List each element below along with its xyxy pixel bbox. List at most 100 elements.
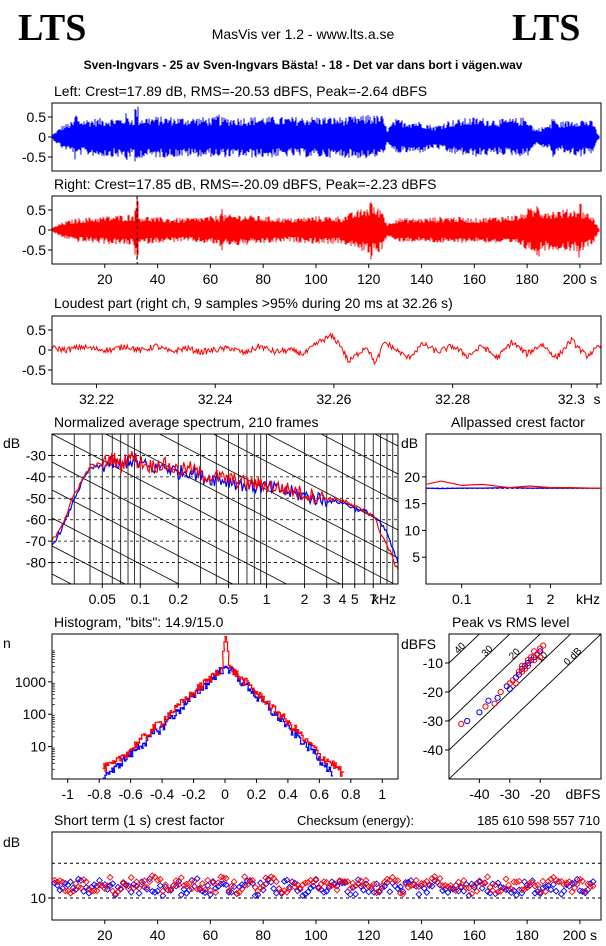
chart-title: Peak vs RMS level bbox=[452, 614, 569, 630]
x-tick-label: 0.2 bbox=[247, 786, 267, 802]
y-axis-label: dBFS bbox=[401, 636, 436, 652]
right-crest-point bbox=[312, 875, 320, 883]
crest-diagonal bbox=[449, 634, 511, 693]
slope-gridline bbox=[52, 517, 180, 584]
right-crest-point bbox=[198, 880, 206, 888]
left-crest-point bbox=[159, 892, 167, 900]
y-tick-label: -30 bbox=[423, 713, 443, 729]
chart-title: Short term (1 s) crest factor bbox=[54, 812, 225, 828]
left-crest-point bbox=[304, 888, 312, 896]
x-tick-label: 120 bbox=[357, 927, 381, 943]
right-histogram-line bbox=[102, 636, 345, 777]
right-crest-point bbox=[444, 883, 452, 891]
x-tick-label: 40 bbox=[150, 271, 166, 287]
x-tick-label: 60 bbox=[203, 271, 219, 287]
x-tick-label: 120 bbox=[357, 271, 381, 287]
right-crest-point bbox=[103, 882, 111, 890]
left-crest-point bbox=[465, 892, 473, 899]
right-crest-point bbox=[344, 878, 352, 886]
right-crest-point bbox=[336, 877, 344, 885]
x-tick-label: -0.4 bbox=[150, 786, 174, 802]
right-crest-point bbox=[140, 877, 148, 885]
right-crest-point bbox=[539, 877, 547, 885]
x-tick-label: -20 bbox=[530, 786, 550, 802]
left-crest-point bbox=[301, 890, 309, 898]
right-crest-point bbox=[346, 885, 354, 893]
diagonal-label: 20 bbox=[507, 646, 523, 662]
left-crest-point bbox=[77, 877, 85, 884]
right-crest-point bbox=[579, 877, 586, 885]
diagonal-label: 40 bbox=[452, 640, 468, 656]
x-tick-label: 32.26 bbox=[316, 391, 351, 407]
left-crest-point bbox=[235, 883, 243, 891]
plot-frame bbox=[51, 433, 399, 585]
right-crest-point bbox=[172, 877, 180, 885]
left-crest-point bbox=[267, 878, 275, 886]
right-crest-point bbox=[536, 888, 544, 896]
x-tick-label: 1 bbox=[263, 591, 271, 607]
right-crest-point bbox=[531, 882, 539, 890]
x-tick-label: 32.3 bbox=[558, 391, 585, 407]
right-crest-point bbox=[394, 877, 402, 885]
right-crest-point bbox=[56, 877, 64, 885]
loudest-part-line bbox=[51, 332, 602, 366]
right-peak-rms-point bbox=[524, 662, 532, 670]
right-crest-point bbox=[515, 877, 523, 885]
crest-diagonal bbox=[449, 634, 601, 779]
left-crest-point bbox=[148, 887, 156, 895]
right-crest-point bbox=[206, 886, 214, 894]
left-crest-point bbox=[272, 889, 280, 897]
right-crest-point bbox=[455, 878, 462, 886]
x-axis-label: kHz bbox=[372, 591, 396, 607]
left-crest-point bbox=[204, 881, 212, 889]
left-peak-rms-point bbox=[464, 717, 471, 725]
right-crest-point bbox=[59, 878, 67, 886]
left-crest-point bbox=[183, 889, 191, 897]
y-tick-label: 0 bbox=[38, 342, 46, 358]
right-crest-point bbox=[489, 887, 497, 895]
left-crest-point bbox=[349, 884, 357, 892]
right-crest-point bbox=[499, 884, 507, 892]
left-crest-point bbox=[177, 891, 185, 899]
right-crest-point bbox=[249, 876, 257, 884]
right-crest-point bbox=[296, 885, 304, 893]
left-crest-point bbox=[262, 880, 270, 888]
y-axis-label: dB bbox=[401, 435, 418, 451]
right-crest-point bbox=[119, 878, 127, 886]
right-crest-point bbox=[307, 876, 315, 884]
left-crest-point bbox=[254, 891, 262, 899]
right-crest-point bbox=[230, 878, 238, 886]
y-tick-label: 10 bbox=[30, 739, 46, 755]
left-crest-point bbox=[552, 887, 560, 895]
right-peak-rms-point bbox=[518, 668, 526, 675]
x-tick-label: 2 bbox=[547, 591, 555, 607]
left-crest-point bbox=[212, 884, 220, 892]
x-tick-label: 0.05 bbox=[89, 591, 116, 607]
left-crest-point bbox=[135, 889, 143, 897]
left-crest-point bbox=[354, 876, 362, 884]
right-crest-point bbox=[425, 881, 433, 889]
left-peak-rms-point bbox=[494, 694, 501, 701]
slope-gridline bbox=[52, 545, 126, 584]
right-crest-point bbox=[457, 883, 465, 890]
y-axis-label: dB bbox=[3, 834, 20, 850]
right-crest-point bbox=[122, 880, 130, 888]
x-tick-label: 32.28 bbox=[435, 391, 470, 407]
y-tick-label: -50 bbox=[26, 490, 46, 506]
left-crest-point bbox=[386, 888, 394, 896]
right-crest-point bbox=[217, 873, 225, 881]
x-tick-label: 4 bbox=[339, 591, 347, 607]
right-crest-point bbox=[188, 885, 196, 893]
x-tick-label: 0.1 bbox=[131, 591, 151, 607]
right-crest-point bbox=[370, 880, 378, 888]
crest-diagonal bbox=[449, 634, 572, 751]
right-peak-rms-point bbox=[512, 680, 520, 687]
left-crest-point bbox=[154, 887, 162, 895]
slope-gridline bbox=[266, 434, 398, 503]
right-crest-point bbox=[191, 877, 198, 885]
right-crest-point bbox=[111, 890, 119, 898]
left-crest-point bbox=[423, 889, 431, 896]
y-tick-label: 100 bbox=[23, 706, 47, 722]
left-crest-point bbox=[489, 880, 497, 888]
crest-diagonal bbox=[449, 634, 481, 664]
